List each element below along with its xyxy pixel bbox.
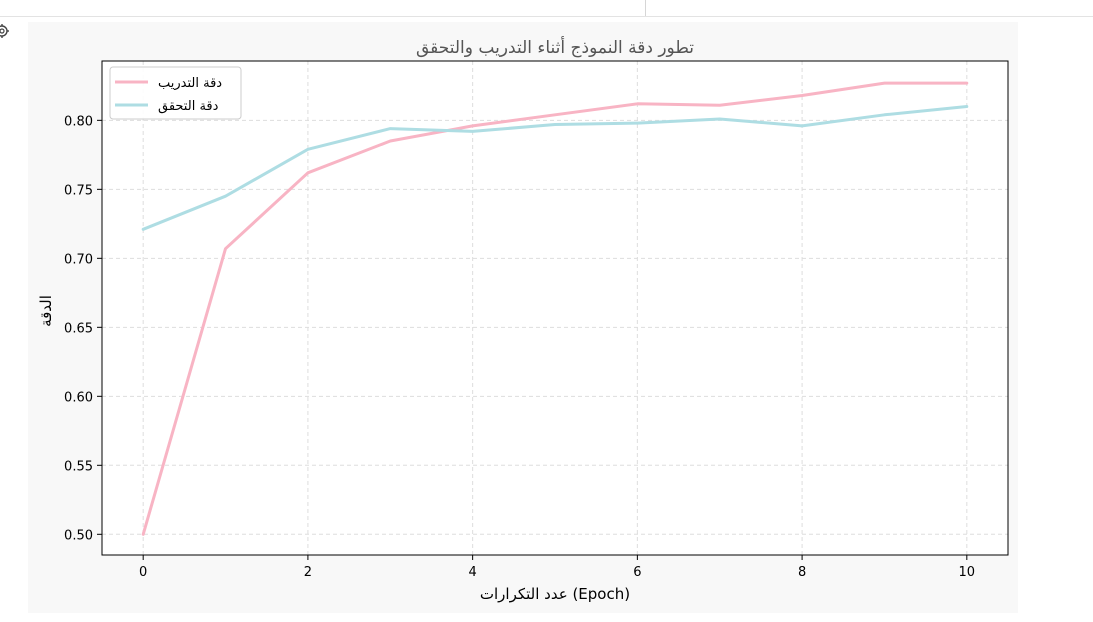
y-tick-label: 0.60 — [64, 390, 93, 405]
grid-layer — [102, 61, 1008, 555]
legend: دقة التدريب دقة التحقق — [109, 66, 242, 120]
x-axis-label: عدد التكرارات (Epoch) — [480, 585, 630, 603]
validation-accuracy-line — [141, 105, 969, 231]
y-tick-label: 0.80 — [64, 114, 93, 129]
series-layer — [141, 81, 969, 536]
x-tick-label: 6 — [633, 565, 641, 580]
y-tick-label: 0.75 — [64, 183, 93, 198]
settings-icon[interactable] — [0, 20, 14, 42]
x-tick-label: 10 — [959, 565, 976, 580]
plot-area — [102, 61, 1008, 555]
y-tick-label: 0.65 — [64, 321, 93, 336]
train-accuracy-line — [141, 81, 969, 536]
top-toolbar-strip — [0, 0, 1093, 17]
y-axis-label: الدقة — [37, 295, 55, 327]
legend-label-validation: دقة التحقق — [158, 99, 219, 114]
chart-title: تطور دقة النموذج أثناء التدريب والتحقق — [416, 36, 694, 58]
x-tick-label: 2 — [304, 565, 312, 580]
x-tick-label: 4 — [468, 565, 476, 580]
y-tick-label: 0.50 — [64, 528, 93, 543]
x-tick-label: 0 — [139, 565, 147, 580]
y-tick-label: 0.70 — [64, 252, 93, 267]
plot-frame — [101, 60, 1009, 556]
y-tick-label: 0.55 — [64, 459, 93, 474]
tick-layer: 0 2 4 6 8 10 0.50 0.55 0.60 0.65 0.70 0.75 0.80 — [64, 114, 975, 580]
x-tick-label: 8 — [798, 565, 806, 580]
toolbar-divider — [645, 0, 646, 16]
legend-label-train: دقة التدريب — [158, 76, 222, 91]
